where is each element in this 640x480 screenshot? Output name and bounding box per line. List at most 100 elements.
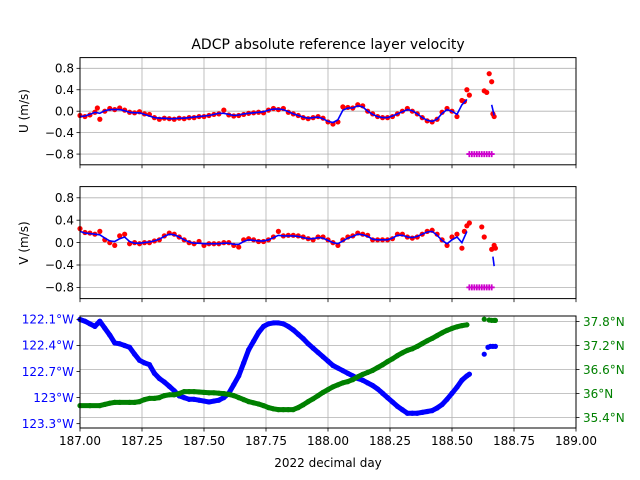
x-tick-label: 188.00	[307, 434, 349, 448]
longitude-point	[161, 379, 167, 385]
latitude-tick-label: 36.6°N	[583, 363, 625, 377]
latitude-point	[449, 325, 455, 331]
longitude-point	[444, 396, 450, 402]
latitude-point	[340, 380, 346, 386]
smoothed-velocity-line	[79, 98, 468, 124]
latitude-point	[434, 333, 440, 339]
longitude-point	[112, 340, 118, 346]
latitude-point	[355, 374, 361, 380]
latitude-point	[206, 390, 212, 396]
x-tick-label: 187.00	[59, 434, 101, 448]
raw-velocity-point	[97, 228, 103, 234]
longitude-point	[429, 408, 435, 414]
longitude-point	[434, 405, 440, 411]
raw-velocity-point	[434, 231, 440, 237]
position-panel: 187.00 187.25 187.50 187.75 188.00 188.25 188.…	[22, 313, 625, 470]
latitude-point	[161, 393, 167, 399]
raw-velocity-point	[221, 107, 227, 113]
longitude-point	[335, 365, 341, 371]
longitude-point	[280, 321, 286, 327]
longitude-point	[300, 335, 306, 342]
raw-velocity-point	[275, 228, 281, 234]
latitude-point	[156, 395, 162, 401]
raw-velocity-point	[97, 116, 103, 122]
longitude-point	[260, 323, 267, 330]
longitude-point	[375, 386, 381, 392]
latitude-point	[176, 391, 182, 397]
y-tick-label: 0.8	[55, 191, 74, 205]
longitude-point	[404, 410, 410, 416]
latitude-point	[102, 401, 108, 407]
figure-title: ADCP absolute reference layer velocity	[191, 37, 464, 53]
longitude-point	[466, 371, 472, 377]
latitude-point	[444, 327, 450, 333]
latitude-point	[305, 399, 311, 405]
longitude-point	[241, 360, 247, 366]
raw-velocity-point	[491, 113, 497, 120]
latitude-point	[186, 389, 192, 395]
y-tick-label: 0.4	[55, 83, 74, 97]
x-tick-label: 188.25	[369, 434, 411, 448]
latitude-point	[365, 369, 371, 375]
latitude-point	[424, 338, 430, 344]
latitude-point	[231, 393, 237, 399]
raw-velocity-point	[94, 105, 100, 111]
latitude-point	[265, 405, 272, 411]
longitude-point	[275, 320, 281, 326]
latitude-point	[290, 407, 296, 413]
longitude-point	[251, 338, 257, 344]
latitude-tick-label: 37.8°N	[583, 315, 625, 329]
raw-velocity-point	[489, 79, 495, 85]
raw-velocity-point	[454, 231, 460, 237]
longitude-tick-label: 123°W	[33, 391, 74, 405]
u-velocity-panel: 0.8 0.4 0.0 −0.4 −0.8 U (m/s)	[17, 57, 577, 169]
latitude-point	[419, 341, 425, 347]
latitude-point	[141, 397, 148, 403]
longitude-point	[201, 398, 207, 404]
latitude-track	[77, 322, 470, 413]
smoothed-velocity-tail	[492, 256, 495, 267]
latitude-point	[251, 400, 257, 406]
longitude-tick-label: 122.4°W	[22, 339, 74, 353]
longitude-point	[181, 395, 187, 401]
latitude-point	[315, 393, 321, 399]
longitude-point	[365, 380, 371, 386]
latitude-point	[236, 395, 242, 401]
latitude-point	[370, 367, 376, 373]
longitude-point	[419, 409, 425, 415]
latitude-point	[300, 402, 306, 408]
latitude-point	[112, 399, 118, 405]
latitude-point	[459, 323, 465, 329]
longitude-point	[295, 331, 301, 337]
smoothed-velocity-line	[79, 230, 468, 246]
longitude-point	[231, 381, 237, 388]
raw-velocity-point	[444, 242, 450, 248]
v-velocity-panel: 0.8 0.4 0.0 −0.4 −0.8 V (m/s)	[17, 186, 577, 303]
longitude-point	[305, 341, 311, 347]
latitude-point	[429, 335, 435, 341]
flag-cross	[488, 284, 495, 291]
longitude-point	[399, 407, 405, 413]
latitude-tick-label: 36°N	[583, 387, 613, 401]
latitude-point	[270, 406, 277, 412]
latitude-point	[166, 392, 172, 398]
longitude-point	[360, 377, 366, 383]
longitude-point	[481, 351, 487, 357]
raw-velocity-point	[236, 244, 242, 250]
longitude-point	[211, 398, 217, 404]
raw-velocity-point	[439, 109, 445, 115]
latitude-point	[196, 389, 202, 395]
latitude-point	[481, 316, 487, 322]
longitude-point	[290, 327, 296, 333]
longitude-point	[325, 358, 331, 364]
longitude-point	[146, 362, 153, 368]
x-tick-label: 188.50	[431, 434, 473, 448]
latitude-point	[320, 389, 326, 395]
x-tick-label: 189.00	[555, 434, 597, 448]
raw-velocity-point	[454, 113, 460, 120]
longitude-point	[315, 349, 321, 356]
longitude-point	[330, 362, 336, 369]
longitude-point	[107, 332, 113, 338]
latitude-point	[409, 346, 415, 352]
